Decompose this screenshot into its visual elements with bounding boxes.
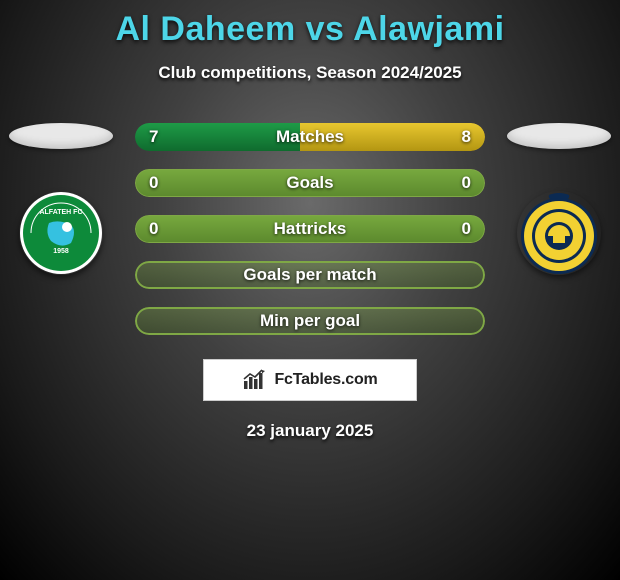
brand-watermark: FcTables.com — [203, 359, 417, 401]
stat-label: Goals — [286, 173, 333, 193]
stat-right-value: 0 — [462, 219, 471, 239]
svg-text:1958: 1958 — [53, 248, 69, 255]
stat-label: Hattricks — [274, 219, 347, 239]
stat-row: Min per goal — [135, 307, 485, 335]
stat-label: Matches — [276, 127, 344, 147]
right-team-indicator — [507, 123, 611, 149]
stat-row: Matches 7 8 — [135, 123, 485, 151]
comparison-panel: ALFATEH FC 1958 Matches78Goals00Hattrick… — [0, 123, 620, 441]
stat-row: Hattricks 0 0 — [135, 215, 485, 243]
left-crest-svg: ALFATEH FC 1958 — [19, 191, 103, 275]
chart-icon — [242, 369, 268, 391]
stat-right-value: 0 — [462, 173, 471, 193]
stat-left-value: 7 — [149, 127, 158, 147]
stat-right-value: 8 — [462, 127, 471, 147]
brand-text: FcTables.com — [274, 371, 377, 389]
comparison-date: 23 january 2025 — [0, 421, 620, 441]
right-crest-svg — [517, 191, 601, 275]
stat-row: Goals per match — [135, 261, 485, 289]
stat-label: Min per goal — [260, 311, 360, 331]
comparison-title: Al Daheem vs Alawjami — [0, 0, 620, 49]
left-team-column: ALFATEH FC 1958 — [6, 123, 116, 275]
stat-label: Goals per match — [243, 265, 376, 285]
right-team-crest — [517, 191, 601, 275]
left-team-indicator — [9, 123, 113, 149]
left-crest-text: ALFATEH FC — [39, 209, 82, 216]
stat-left-value: 0 — [149, 219, 158, 239]
stat-row: Goals 0 0 — [135, 169, 485, 197]
left-team-crest: ALFATEH FC 1958 — [19, 191, 103, 275]
right-team-column — [504, 123, 614, 275]
stats-list: Matches 7 8 Goals 0 0 Hattricks 0 0 Goals per mat… — [135, 123, 485, 335]
stat-left-value: 0 — [149, 173, 158, 193]
comparison-subtitle: Club competitions, Season 2024/2025 — [0, 63, 620, 83]
